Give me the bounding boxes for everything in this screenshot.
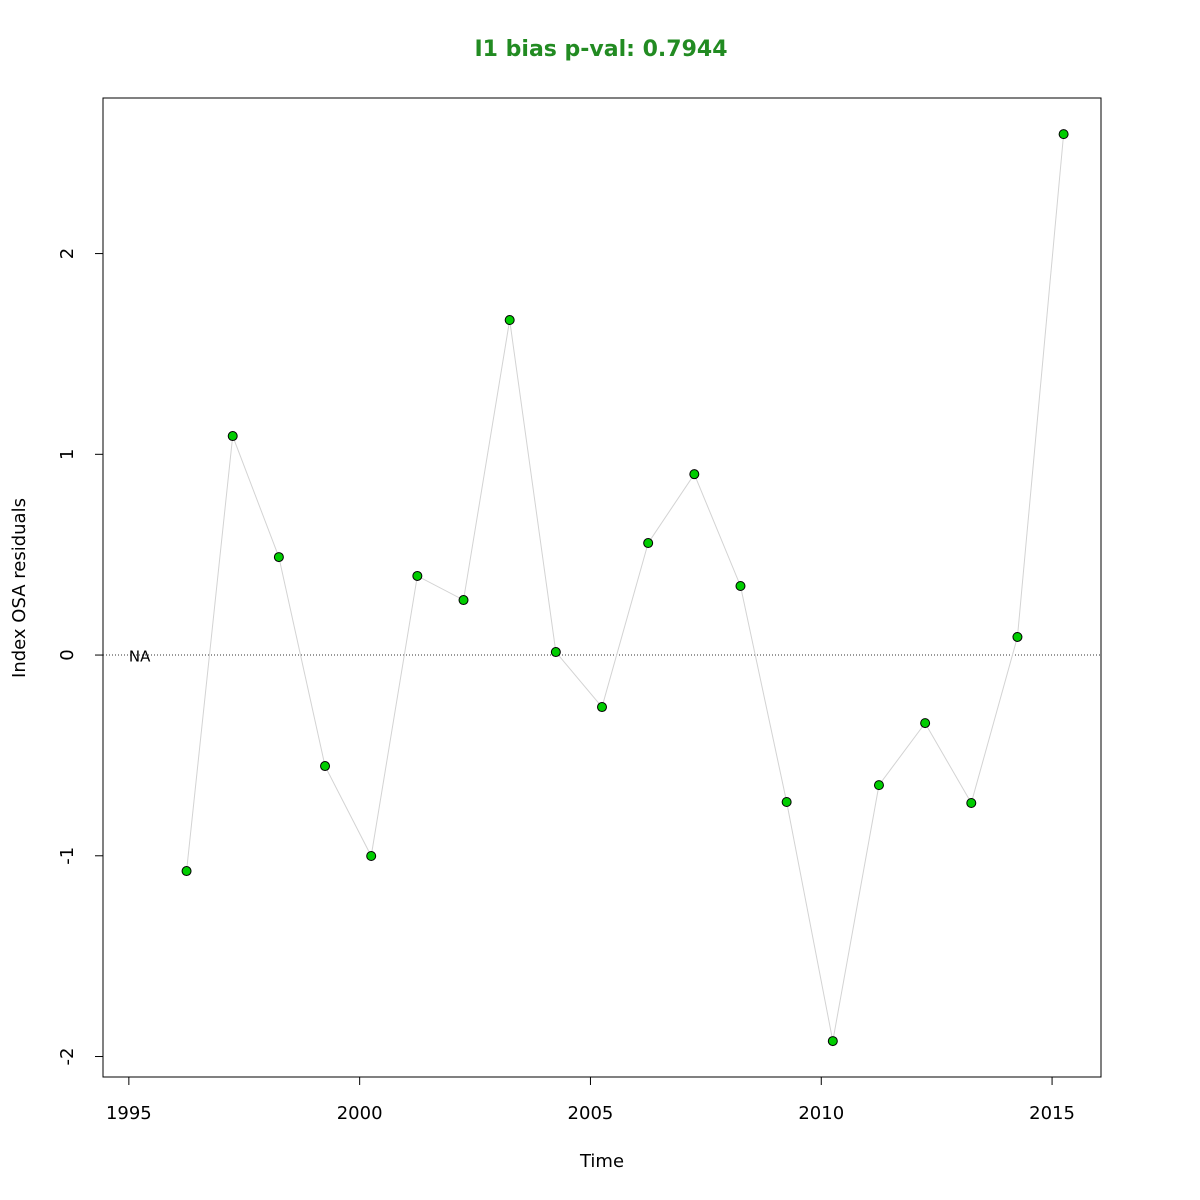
point bbox=[1058, 129, 1069, 140]
x-tick-label: 2010 bbox=[798, 1103, 844, 1124]
chart-title: I1 bias p-val: 0.7944 bbox=[475, 37, 728, 62]
point bbox=[781, 796, 792, 807]
x-tick-label: 2005 bbox=[568, 1103, 614, 1124]
point bbox=[920, 718, 931, 729]
point bbox=[689, 469, 700, 480]
point bbox=[504, 315, 515, 326]
point bbox=[873, 780, 884, 791]
y-tick-label: 0 bbox=[57, 649, 78, 660]
point bbox=[181, 866, 192, 877]
point bbox=[320, 761, 331, 772]
y-tick-label: -1 bbox=[57, 847, 78, 865]
plot-frame bbox=[102, 97, 1102, 1078]
point bbox=[550, 647, 561, 658]
point bbox=[458, 595, 469, 606]
point bbox=[966, 797, 977, 808]
point bbox=[1012, 631, 1023, 642]
point bbox=[273, 552, 284, 563]
point bbox=[366, 850, 377, 861]
point bbox=[643, 538, 654, 549]
x-tick-label: 2015 bbox=[1029, 1103, 1075, 1124]
point bbox=[412, 570, 423, 581]
x-tick-label: 1995 bbox=[106, 1103, 152, 1124]
y-axis-label: Index OSA residuals bbox=[9, 498, 30, 678]
y-tick-label: -2 bbox=[57, 1048, 78, 1066]
y-tick-label: 1 bbox=[57, 449, 78, 460]
x-axis-label: Time bbox=[579, 1151, 624, 1172]
y-tick-label: 2 bbox=[57, 248, 78, 259]
series-line bbox=[186, 134, 1065, 1042]
point bbox=[227, 431, 238, 442]
annotation: NA bbox=[129, 648, 151, 666]
point bbox=[827, 1036, 838, 1047]
x-tick-label: 2000 bbox=[337, 1103, 383, 1124]
point bbox=[597, 702, 607, 713]
point bbox=[735, 580, 746, 591]
